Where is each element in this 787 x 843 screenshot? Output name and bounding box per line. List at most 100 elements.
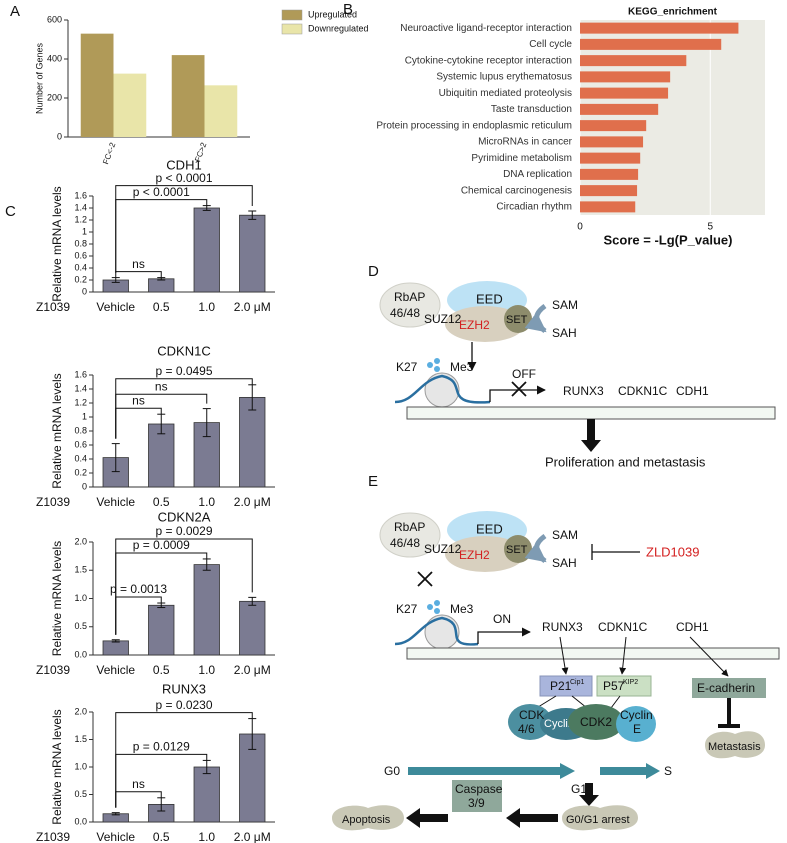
methyl-group — [434, 358, 440, 364]
y-tick-label: 1 — [82, 226, 87, 236]
bar — [148, 278, 175, 293]
bar — [580, 168, 639, 180]
phase-label: S — [664, 764, 672, 778]
y-axis-label: Relative mRNA levels — [50, 373, 64, 488]
comparison-label: p = 0.0230 — [155, 698, 212, 712]
y-tick-label: Taste transduction — [491, 104, 572, 115]
y-tick-label: MicroRNAs in cancer — [478, 137, 573, 148]
chart-title: CDKN2A — [158, 509, 211, 524]
y-tick-label: 400 — [47, 53, 62, 63]
methyl-group — [427, 604, 433, 610]
metastasis-cell — [705, 731, 765, 759]
x-tick-label: 1.0 — [198, 300, 215, 314]
protein-label: 3/9 — [468, 796, 485, 810]
y-tick-label: 0.0 — [74, 816, 87, 826]
x-tick-label: 2.0 μM — [234, 300, 271, 314]
bar — [171, 55, 205, 137]
y-tick-label: 2.0 — [74, 706, 87, 716]
bar — [113, 73, 147, 137]
x-prefix: Z1039 — [36, 495, 70, 509]
y-tick-label: Neuroactive ligand-receptor interaction — [400, 23, 572, 34]
chart-title: CDKN1C — [157, 343, 210, 358]
bar — [193, 564, 220, 656]
block-cross — [417, 571, 433, 587]
protein-label: SUZ12 — [424, 542, 462, 556]
comparison-label: p = 0.0495 — [155, 364, 212, 378]
x-tick-label: 5 — [708, 222, 714, 233]
comparison-label: p < 0.0001 — [155, 171, 212, 185]
bar — [580, 185, 638, 197]
protein-label: EZH2 — [459, 548, 490, 562]
protein-label: SUZ12 — [424, 312, 462, 326]
y-tick-label: 0.2 — [74, 274, 87, 284]
x-tick-label: Vehicle — [96, 495, 135, 509]
bar — [580, 120, 647, 132]
y-tick-label: 1.5 — [74, 734, 87, 744]
comparison-bracket — [115, 271, 162, 278]
y-tick-label: 1.4 — [74, 383, 87, 393]
y-tick-label: 0.0 — [74, 649, 87, 659]
protein-label: EED — [476, 521, 503, 536]
x-tick-label: 2.0 μM — [234, 830, 271, 843]
y-tick-label: 2.0 — [74, 536, 87, 546]
gene-label: CDH1 — [676, 620, 709, 634]
protein-label: EED — [476, 291, 503, 306]
protein-label: RbAP — [394, 290, 425, 304]
y-tick-label: 0.6 — [74, 250, 87, 260]
dna — [394, 374, 491, 404]
tss-arrow — [489, 385, 546, 402]
panel-label: A — [10, 3, 20, 20]
y-tick-label: Cytokine-cytokine receptor interaction — [405, 55, 572, 66]
y-tick-label: Pyrimidine metabolism — [471, 153, 572, 164]
comparison-label: ns — [132, 777, 145, 791]
caspase-box — [452, 780, 502, 812]
tss-arrow — [477, 627, 531, 644]
phase-label: G0 — [384, 764, 400, 778]
x-axis-label: Score = -Lg(P_value) — [604, 232, 733, 247]
y-tick-label: 0 — [82, 481, 87, 491]
legend-swatch — [281, 23, 303, 35]
p21-box — [539, 675, 593, 697]
bar — [580, 22, 739, 34]
protein-label: 4/6 — [518, 722, 535, 736]
protein-label: SET — [506, 544, 528, 556]
methyl-group — [434, 608, 440, 614]
arrow — [619, 636, 627, 675]
comparison-bracket — [115, 185, 253, 273]
cdk46 — [508, 704, 552, 740]
x-tick-label: FC<-2 — [101, 141, 117, 166]
panel-label: C — [5, 203, 16, 220]
y-tick-label: Systemic lupus erythematosus — [436, 72, 572, 83]
y-tick-label: 0 — [82, 286, 87, 296]
bar — [239, 396, 266, 488]
protein-label: E — [633, 722, 641, 736]
e-cadherin-box — [692, 678, 766, 698]
bar — [148, 423, 175, 488]
y-tick-label: Protein processing in endoplasmic reticu… — [376, 120, 572, 131]
y-tick-label: Circadian rhythm — [496, 202, 572, 213]
x-tick-label: 2.0 μM — [234, 663, 271, 677]
x-tick-label: 1.0 — [198, 495, 215, 509]
nucleosome — [424, 614, 460, 650]
comparison-label: p = 0.0129 — [133, 740, 190, 754]
protein-label: CDK2 — [580, 715, 612, 729]
y-tick-label: 1.2 — [74, 397, 87, 407]
histone-mark: Me3 — [450, 602, 474, 616]
superscript: Cip1 — [570, 679, 585, 686]
bar — [580, 55, 687, 67]
y-tick-label: 1.0 — [74, 761, 87, 771]
gene-label: CDH1 — [676, 384, 709, 398]
histone-mark: K27 — [396, 602, 418, 616]
gene-label: CDKN1C — [618, 384, 668, 398]
cyclin-e — [616, 706, 656, 742]
x-tick-label: Vehicle — [96, 830, 135, 843]
y-tick-label: 1.2 — [74, 214, 87, 224]
y-tick-label: 0.5 — [74, 621, 87, 631]
phase-arrow — [408, 763, 575, 779]
metabolite-label: SAH — [552, 326, 577, 340]
comparison-bracket — [115, 199, 208, 273]
x-tick-label: 0.5 — [153, 830, 170, 843]
y-tick-label: 0.6 — [74, 439, 87, 449]
thick-arrow — [579, 783, 599, 806]
